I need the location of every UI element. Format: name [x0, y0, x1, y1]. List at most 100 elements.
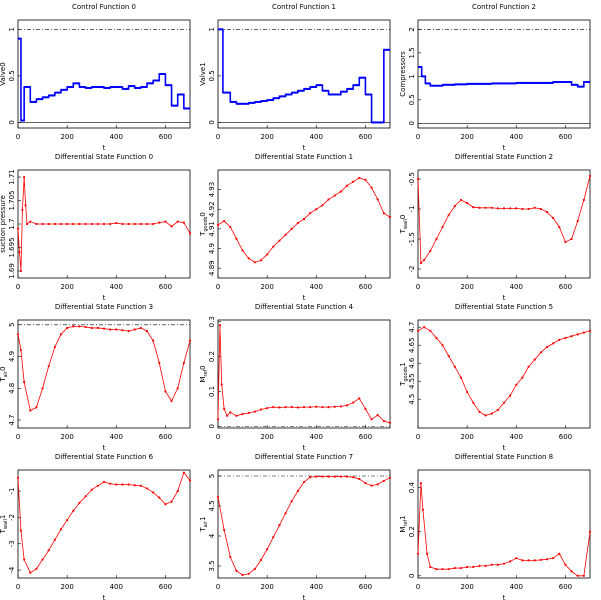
point-marker	[558, 338, 561, 341]
step-connector	[218, 28, 390, 124]
point-marker	[502, 207, 506, 210]
y-tick-label: -4	[8, 566, 16, 574]
point-marker	[35, 567, 38, 570]
y-axis-label-part: goods	[403, 366, 409, 381]
point-marker	[218, 324, 222, 327]
point-marker	[345, 404, 349, 407]
y-tick-label: 4.9	[208, 243, 216, 254]
point-marker	[478, 410, 481, 413]
y-axis-label: Mref0	[199, 365, 209, 382]
y-tick-label: 4.9	[8, 351, 16, 362]
x-tick-label: 400	[510, 133, 523, 141]
plot-frame	[417, 469, 591, 579]
series-line	[17, 177, 191, 271]
y-tick-label: 2	[408, 27, 416, 31]
point-marker	[552, 342, 555, 345]
point-marker	[339, 405, 342, 408]
point-marker	[102, 480, 106, 483]
point-marker	[382, 479, 385, 482]
point-marker	[533, 358, 536, 361]
point-marker	[453, 566, 456, 570]
y-axis-label-part: ref	[203, 370, 209, 377]
y-axis-label-part: 0	[199, 365, 207, 369]
chart-title: Differential State Function 8	[455, 453, 553, 461]
point-marker	[78, 501, 81, 505]
point-marker	[35, 406, 38, 409]
point-marker	[182, 361, 185, 364]
point-marker	[188, 339, 192, 342]
subplot: Differential State Function 6 t Twall1 0 200…	[0, 453, 192, 600]
point-marker	[302, 217, 306, 221]
point-marker	[19, 269, 23, 273]
point-marker	[66, 518, 69, 522]
point-marker	[459, 376, 463, 379]
y-tick-label: 0	[408, 574, 416, 578]
point-marker	[235, 237, 238, 240]
x-tick-label: 400	[110, 133, 123, 141]
point-marker	[527, 207, 530, 211]
plot-frame	[217, 169, 391, 279]
plot-frame	[217, 19, 391, 129]
y-axis-label-part: 1	[399, 362, 407, 366]
chart-title: Control Function 2	[472, 3, 536, 11]
point-marker	[23, 380, 26, 384]
x-tick-label: 400	[510, 583, 523, 591]
y-axis-label-part: 1	[0, 515, 7, 519]
y-tick-label: 4.92	[208, 201, 216, 217]
point-marker	[216, 495, 220, 499]
point-marker	[41, 387, 44, 390]
point-marker	[376, 198, 379, 201]
point-marker	[429, 249, 432, 253]
x-tick-label: 0	[216, 433, 220, 441]
point-marker	[521, 376, 524, 379]
point-marker	[515, 557, 518, 560]
x-axis-label: t	[503, 444, 506, 452]
point-marker	[139, 484, 142, 487]
point-marker	[145, 330, 149, 333]
x-tick-label: 400	[310, 583, 323, 591]
point-marker	[59, 528, 63, 531]
point-marker	[47, 549, 50, 552]
point-marker	[216, 223, 220, 227]
point-marker	[259, 408, 263, 411]
point-marker	[309, 212, 312, 215]
point-marker	[502, 401, 506, 404]
y-tick-label: -1	[8, 488, 16, 495]
y-tick-label: -3	[8, 540, 16, 547]
point-marker	[539, 558, 542, 562]
point-marker	[570, 570, 573, 573]
point-marker	[21, 208, 24, 212]
point-marker	[253, 410, 256, 413]
y-tick-label: -2	[8, 514, 16, 521]
x-axis-label: t	[503, 144, 506, 152]
point-marker	[133, 222, 136, 226]
y-tick-label: 4.7	[8, 414, 16, 425]
point-marker	[115, 483, 118, 486]
point-marker	[272, 245, 275, 248]
point-marker	[66, 326, 69, 330]
point-marker	[182, 471, 185, 474]
point-marker	[18, 251, 21, 254]
point-marker	[321, 204, 324, 207]
point-marker	[545, 558, 549, 561]
point-marker	[382, 419, 385, 423]
point-marker	[223, 219, 226, 223]
point-marker	[229, 555, 232, 559]
point-marker	[552, 216, 555, 220]
point-marker	[284, 512, 287, 515]
point-marker	[29, 409, 32, 412]
subplot: Control Function 2 t Compressors 0 200 400 600…	[399, 3, 591, 152]
point-marker	[290, 500, 293, 503]
point-marker	[139, 326, 142, 330]
point-marker	[53, 538, 56, 541]
point-marker	[90, 488, 93, 491]
y-axis-label: Valve1	[199, 62, 207, 85]
point-marker	[521, 207, 524, 211]
point-marker	[447, 213, 450, 217]
y-tick-label: 1.7	[8, 218, 16, 229]
point-marker	[327, 405, 330, 409]
point-marker	[423, 326, 426, 329]
x-tick-label: 600	[159, 283, 172, 291]
point-marker	[315, 405, 318, 408]
